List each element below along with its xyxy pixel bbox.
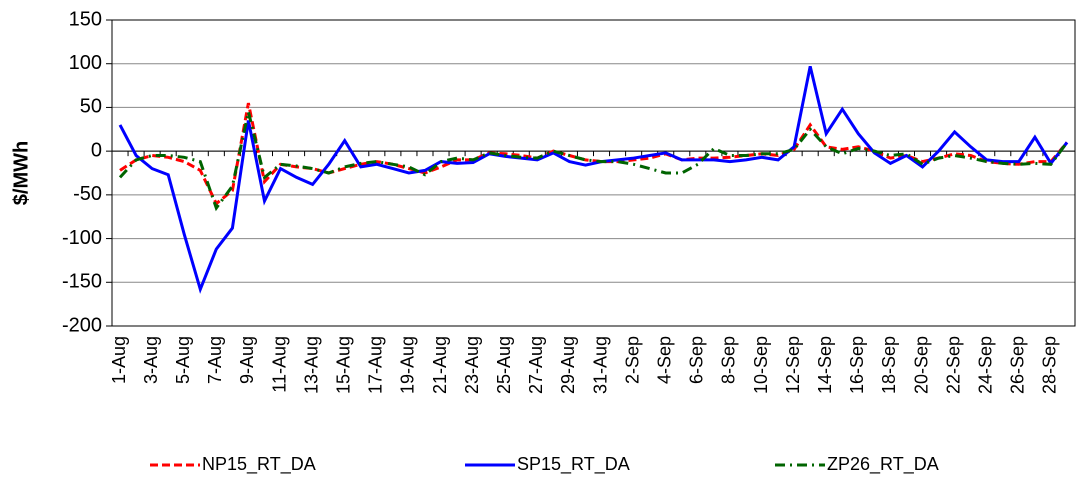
x-tick-label: 15-Aug (333, 336, 353, 394)
x-tick-label: 19-Aug (398, 336, 418, 394)
x-tick-label: 9-Aug (237, 336, 257, 384)
series-line (118, 111, 1069, 212)
legend-label: ZP26_RT_DA (827, 454, 939, 475)
x-tick-label: 29-Aug (558, 336, 578, 394)
x-tick-label: 17-Aug (366, 336, 386, 394)
x-tick-label: 24-Sep (975, 336, 995, 394)
legend-label: SP15_RT_DA (517, 454, 630, 475)
x-tick-label: 13-Aug (301, 336, 321, 394)
x-tick-label: 25-Aug (494, 336, 514, 394)
y-tick-label: 150 (69, 8, 102, 30)
x-tick-label: 28-Sep (1040, 336, 1060, 394)
series-line (119, 102, 1069, 206)
x-tick-label: 6-Sep (687, 336, 707, 384)
y-tick-label: -200 (62, 314, 102, 336)
y-axis-label: $/MWh (10, 141, 32, 205)
x-tick-label: 12-Sep (783, 336, 803, 394)
y-tick-label: -50 (73, 183, 102, 205)
y-tick-label: -100 (62, 227, 102, 249)
x-tick-label: 21-Aug (430, 336, 450, 394)
x-tick-label: 23-Aug (462, 336, 482, 394)
plot-frame (111, 19, 1076, 327)
x-tick-label: 2-Sep (622, 336, 642, 384)
y-tick-label: 50 (80, 96, 102, 118)
x-tick-label: 11-Aug (269, 336, 289, 393)
series-line (118, 65, 1069, 294)
x-tick-label: 1-Aug (109, 336, 129, 384)
x-tick-label: 18-Sep (879, 336, 899, 394)
x-tick-label: 26-Sep (1008, 336, 1028, 394)
x-tick-label: 10-Sep (751, 336, 771, 394)
x-tick-label: 31-Aug (590, 336, 610, 394)
x-tick-label: 20-Sep (911, 336, 931, 394)
x-tick-label: 14-Sep (815, 336, 835, 394)
legend-label: NP15_RT_DA (202, 454, 316, 475)
y-tick-label: -150 (62, 271, 102, 293)
x-tick-label: 4-Sep (654, 336, 674, 384)
x-tick-label: 7-Aug (205, 336, 225, 384)
y-tick-label: 0 (91, 139, 102, 161)
x-tick-label: 5-Aug (173, 336, 193, 384)
x-tick-label: 3-Aug (141, 336, 161, 384)
x-tick-label: 16-Sep (847, 336, 867, 394)
y-tick-label: 100 (69, 52, 102, 74)
x-tick-label: 8-Sep (719, 336, 739, 384)
x-tick-label: 22-Sep (943, 336, 963, 394)
x-tick-label: 27-Aug (526, 336, 546, 394)
